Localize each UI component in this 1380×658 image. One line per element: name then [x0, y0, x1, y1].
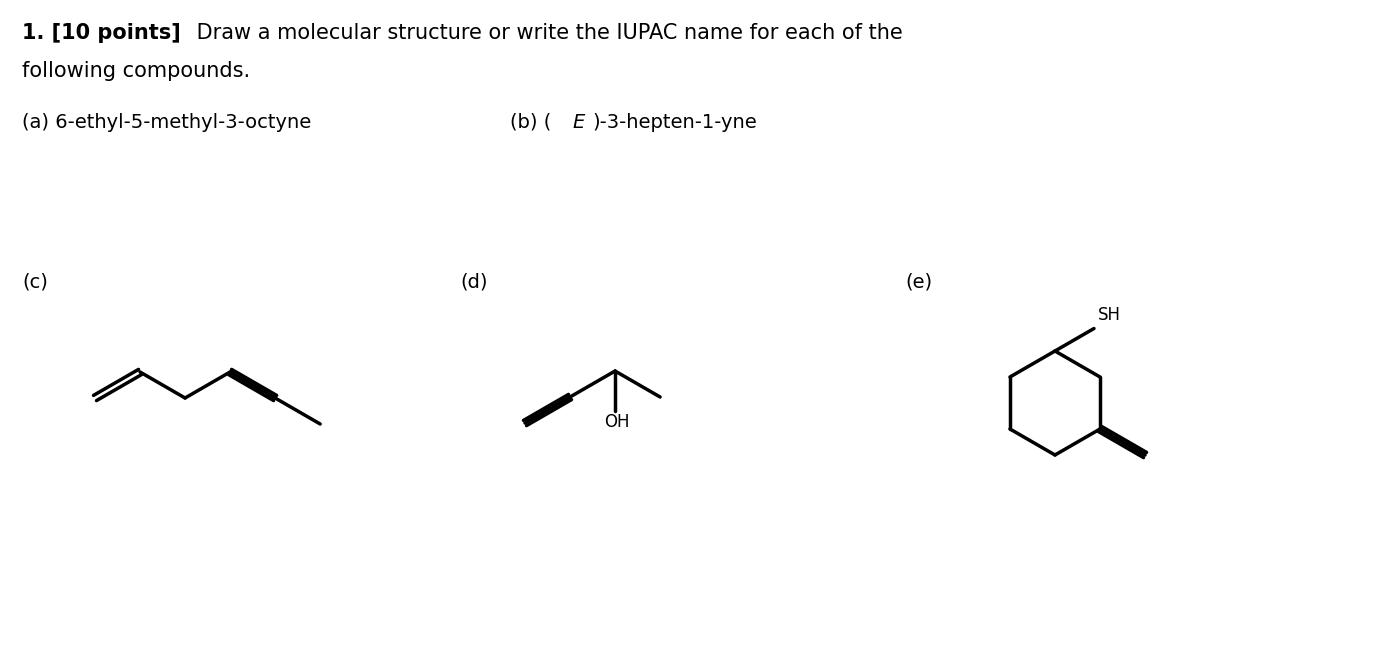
Text: (a) 6-ethyl-5-methyl-3-octyne: (a) 6-ethyl-5-methyl-3-octyne [22, 113, 312, 132]
Text: )-3-hepten-1-yne: )-3-hepten-1-yne [592, 113, 756, 132]
Text: 1. [10 points]: 1. [10 points] [22, 23, 181, 43]
Text: (c): (c) [22, 273, 48, 292]
Text: (d): (d) [460, 273, 487, 292]
Text: OH: OH [604, 413, 629, 431]
Text: (e): (e) [905, 273, 932, 292]
Text: SH: SH [1098, 307, 1121, 324]
Text: (b) (: (b) ( [511, 113, 551, 132]
Text: E: E [571, 113, 584, 132]
Text: Draw a molecular structure or write the IUPAC name for each of the: Draw a molecular structure or write the … [190, 23, 903, 43]
Text: following compounds.: following compounds. [22, 61, 250, 81]
